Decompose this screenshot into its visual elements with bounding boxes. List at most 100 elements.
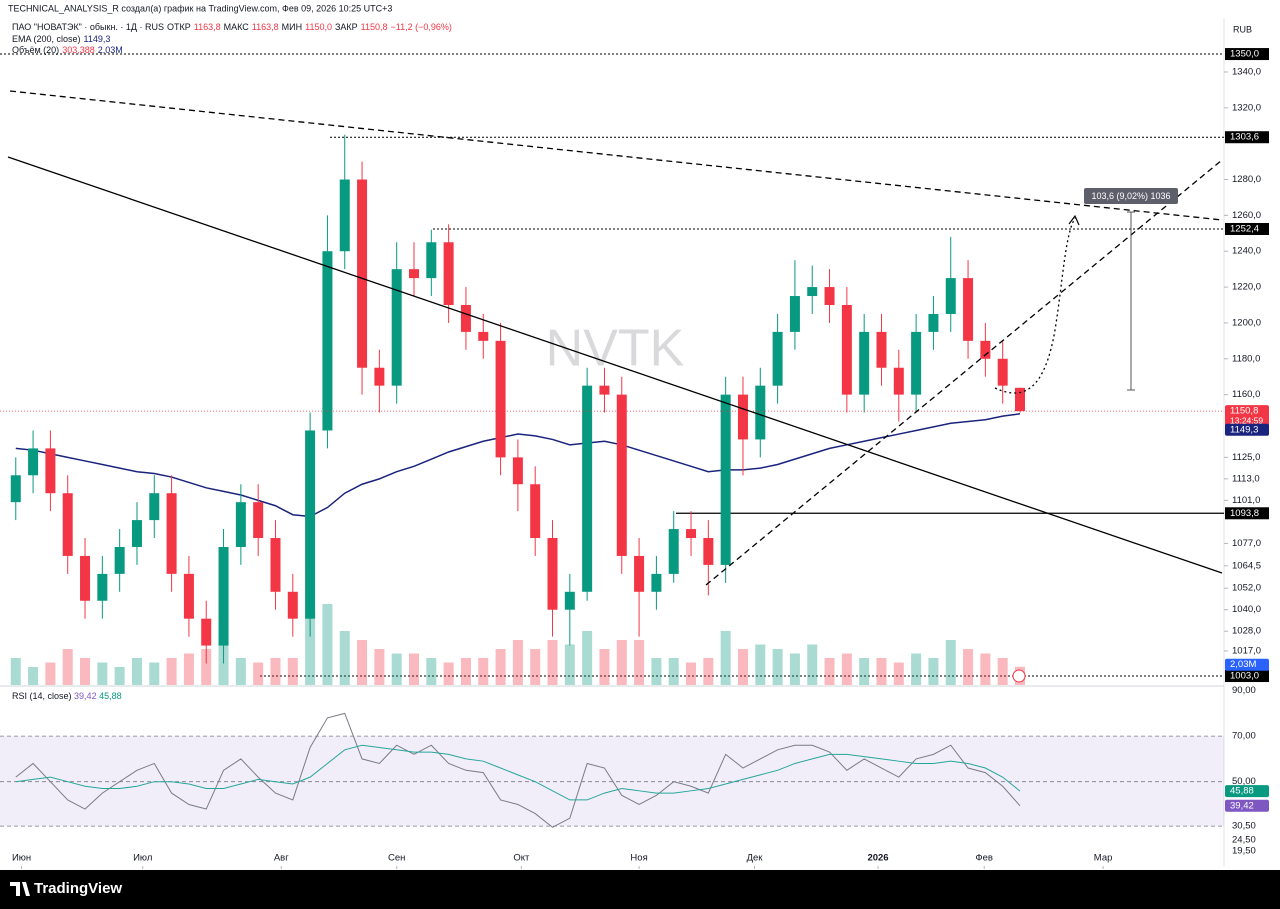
candle-body — [703, 538, 714, 565]
candle-body — [478, 331, 489, 341]
y-tick-label: 30,50 — [1232, 821, 1256, 832]
volume-bar — [911, 653, 922, 685]
volume-bar — [201, 649, 212, 685]
candle-body — [841, 305, 852, 395]
legend: ПАО "НОВАТЭК" · обыкн. · 1Д · RUS ОТКР 116… — [12, 22, 455, 57]
price-tag — [1225, 405, 1269, 428]
candle-body — [963, 278, 974, 341]
legend-row: Объём (20) 303,388 2,03M — [12, 45, 455, 57]
label: RSI (14, close) — [12, 691, 72, 701]
y-tick-label: 24,50 — [1232, 834, 1256, 845]
x-tick-label: Дек — [747, 853, 764, 864]
volume-bar — [530, 649, 541, 685]
x-tick-label: Ноя — [630, 853, 647, 864]
rsi-legend: RSI (14, close) 39,42 45,88 — [12, 691, 122, 701]
candle-body — [235, 502, 246, 547]
candle-body — [547, 538, 558, 610]
y-tick-label: 1240,0 — [1232, 246, 1261, 257]
volume-bar — [703, 658, 714, 685]
value: 2,03M — [97, 45, 123, 55]
price-tag — [1225, 658, 1269, 671]
y-tick-label: 1064,5 — [1232, 560, 1261, 571]
x-tick-label: Июл — [133, 853, 152, 864]
volume-bar — [339, 631, 350, 685]
volume-bar — [686, 662, 697, 685]
countdown: 13:24:59 — [1230, 415, 1263, 425]
candle-body — [893, 367, 904, 395]
value: 1149,3 — [83, 33, 111, 44]
candle-body — [668, 529, 679, 574]
level-tag-label: 1003,0 — [1230, 671, 1259, 682]
candle-body — [97, 573, 108, 601]
level-tag — [1225, 670, 1269, 683]
volume-bar — [426, 658, 437, 685]
candle-body — [876, 331, 887, 368]
candle-body — [10, 475, 21, 503]
volume-bar — [114, 667, 125, 685]
price-tag — [1225, 785, 1269, 798]
currency: RUB — [1233, 24, 1252, 34]
candle-body — [564, 591, 575, 610]
trendline-dashed — [9, 90, 1223, 221]
legend-row: EMA (200, close) 1149,3 — [12, 34, 455, 46]
level-tag-label: 1093,8 — [1230, 508, 1259, 519]
rsi-line — [15, 744, 1021, 801]
volume-bar — [443, 662, 454, 685]
label: Объём (20) — [12, 45, 60, 55]
volume-bar — [945, 640, 956, 685]
volume-bar — [859, 658, 870, 685]
price-tag-label: 1149,3 — [1230, 424, 1258, 435]
volume-bar — [495, 649, 506, 685]
candle-body — [131, 520, 142, 547]
candle-body — [28, 448, 39, 476]
level-tag-label: 1252,4 — [1230, 224, 1259, 235]
level-tag — [1225, 223, 1269, 235]
y-tick-label: 1280,0 — [1232, 174, 1261, 185]
candle-body — [686, 529, 697, 539]
volume-bar — [460, 658, 471, 685]
candle-body — [166, 493, 177, 574]
candle-body — [201, 618, 212, 646]
level-tag-label: 1303,6 — [1230, 132, 1259, 143]
volume-bar — [564, 644, 575, 685]
volume-bar — [391, 653, 402, 685]
price-tag-label: 2,03M — [1230, 659, 1256, 670]
volume-bar — [305, 613, 316, 685]
volume-bar — [80, 658, 91, 685]
candle-body — [149, 493, 160, 521]
x-tick-label: Окт — [513, 853, 530, 864]
value: 45,88 — [99, 691, 122, 701]
logo-text: TradingView — [34, 880, 122, 897]
candle-body — [928, 313, 939, 332]
candle-body — [980, 340, 991, 359]
candle-body — [80, 555, 91, 601]
x-tick-label: Сен — [388, 853, 405, 864]
footer — [0, 870, 1280, 909]
candle-body — [911, 331, 922, 395]
volume-bar — [582, 631, 593, 685]
volume-bar — [928, 658, 939, 685]
volume-bar — [720, 631, 731, 685]
y-tick-label: 1052,0 — [1232, 583, 1261, 594]
rsi-band — [0, 736, 1224, 827]
rsi-line — [15, 712, 1021, 828]
candle-body — [737, 394, 748, 440]
candle-body — [651, 573, 662, 592]
candle-body — [287, 591, 298, 619]
alert-icon[interactable] — [1012, 669, 1026, 683]
ema-line — [15, 413, 1021, 518]
volume-bar — [789, 653, 800, 685]
drawings: 103,6 (9,02%) 1036 — [7, 90, 1223, 683]
volume-bar — [772, 649, 783, 685]
candle-body — [443, 242, 454, 305]
y-tick-label: 90,00 — [1232, 685, 1256, 696]
forecast-arrow — [994, 217, 1076, 394]
volume-bar — [512, 640, 523, 685]
volume-bar — [651, 658, 662, 685]
volume-bar — [131, 658, 142, 685]
level-tag — [1225, 131, 1269, 144]
candle-body — [305, 430, 316, 619]
label: ЗАКР — [334, 22, 358, 32]
volume-bar — [183, 653, 194, 685]
